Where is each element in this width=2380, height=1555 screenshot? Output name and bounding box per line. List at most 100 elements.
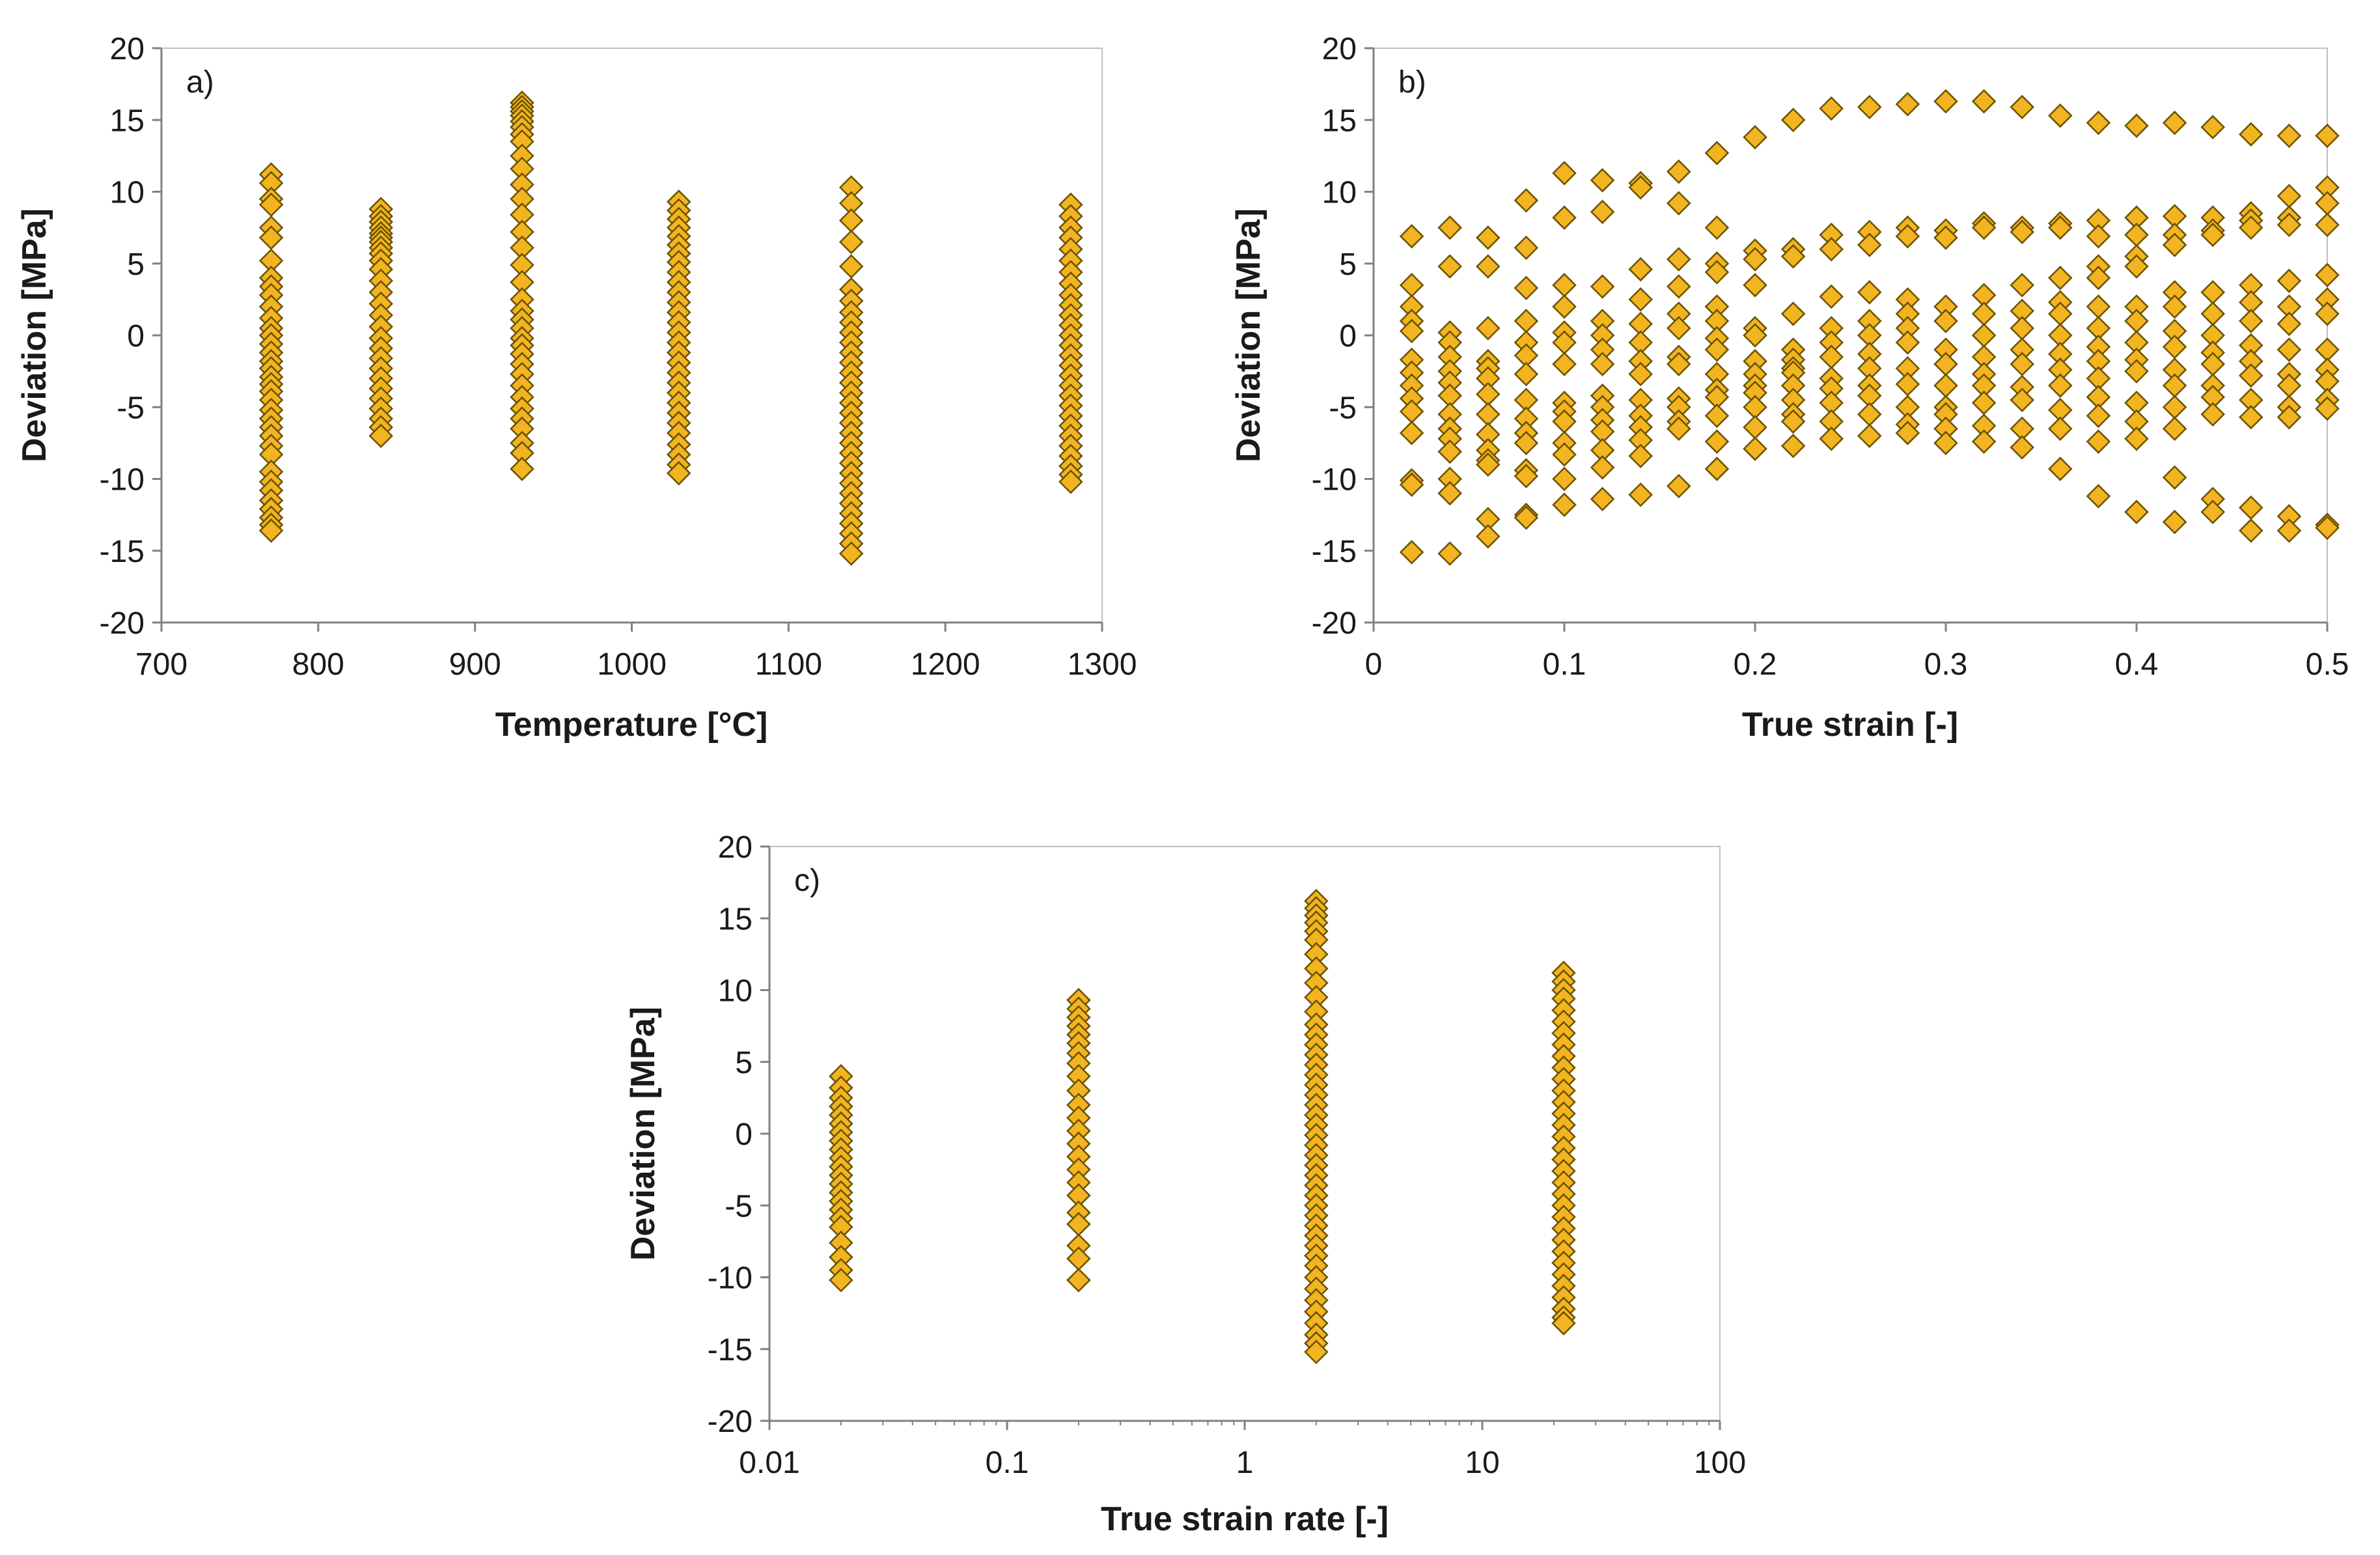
data-point [2276,404,2302,430]
data-point [1399,421,1424,445]
data-point [1552,352,1577,376]
data-point [2315,396,2340,421]
data-point [2124,426,2149,451]
data-point [838,541,864,566]
data-point [2086,224,2111,249]
data-point [1590,199,1615,225]
data-point [1819,236,1844,262]
data-point [2010,219,2034,245]
data-point [1628,482,1653,507]
data-point [2315,301,2340,326]
y-tick-label: -10 [100,463,145,497]
data-point [1895,421,1920,445]
x-axis-title: Temperature [°C] [495,706,768,744]
data-point [1819,96,1844,121]
x-tick-label: 1000 [597,647,667,682]
data-point [1476,254,1501,279]
x-tick-label: 100 [1694,1446,1746,1480]
data-point [1628,257,1653,282]
data-point [2010,387,2034,412]
data-point [2239,363,2263,388]
data-point [1399,224,1424,249]
data-point [2162,465,2187,490]
data-point [1704,403,1730,428]
data-point [1971,215,1997,240]
panel-label: a) [186,65,214,100]
y-axis-title: Deviation [MPa] [16,208,53,462]
data-point [2315,212,2340,237]
data-point [2162,509,2187,535]
data-point [1971,429,1997,454]
data-point [1704,215,1730,240]
data-point [1437,254,1462,279]
data-point [2162,416,2187,441]
data-point [1667,316,1691,341]
data-point [1476,524,1501,549]
y-tick-label: -10 [708,1261,753,1296]
data-point [1552,294,1577,319]
x-tick-label: 1 [1236,1446,1254,1480]
data-point [2086,110,2111,135]
data-point [1667,274,1691,299]
data-point [1743,273,1767,298]
data-point [2276,268,2302,293]
y-tick-label: 10 [110,176,145,210]
data-point [1514,235,1539,260]
data-point [2239,215,2263,240]
data-point [2200,402,2225,427]
data-point [829,1268,853,1293]
data-point [258,518,284,543]
y-tick-label: -15 [1312,535,1357,569]
data-point [510,456,534,481]
y-tick-label: 5 [735,1046,753,1080]
data-point [1704,337,1730,362]
panel-a: -20 -15 -10 -5 0 5 10 15 20 700 800 900 1000 1100 1200… [16,32,1137,744]
data-point [2086,429,2111,454]
y-tick-label: -20 [1312,606,1357,641]
data-point [2048,215,2073,240]
x-axis-title: True strain [-] [1742,706,1958,744]
data-point [1895,224,1920,249]
data-point [1552,442,1577,467]
data-point [2276,212,2302,237]
data-point [1667,247,1691,272]
data-point [2010,94,2034,120]
data-point [2200,499,2225,524]
data-point [2239,122,2263,147]
data-point [2276,123,2302,148]
data-point [2086,266,2111,290]
x-axis-title: True strain rate [-] [1101,1500,1389,1538]
data-point [1437,215,1462,240]
data-point [1590,168,1615,193]
data-point [2124,359,2149,384]
data-point [2239,404,2263,430]
y-tick-label: 20 [1322,32,1357,66]
data-point [2200,222,2225,247]
data-point [1933,225,1958,250]
data-point [1552,492,1577,517]
data-point [1059,469,1083,494]
y-tick-label: -20 [100,606,145,641]
y-tick-label: -5 [117,391,145,425]
y-tick-label: 20 [718,830,753,865]
data-point [1590,352,1615,376]
data-point [2048,266,2073,290]
data-point [1667,352,1691,376]
y-tick-label: 10 [718,974,753,1009]
data-point [1667,416,1691,441]
data-point [2276,337,2302,362]
data-point [2239,309,2263,333]
panel-label: c) [794,863,820,898]
data-point [2010,435,2034,460]
data-point [2048,103,2073,128]
x-tick-label: 0 [1365,647,1383,682]
data-point [1628,443,1653,468]
plot-area [161,48,1103,623]
data-point [1819,426,1844,451]
data-point [1399,318,1424,344]
y-tick-label: -15 [708,1333,753,1367]
panel-b: -20 -15 -10 -5 0 5 10 15 20 0 0.1 0.2 0.3 0.4 0.5 b) Tru… [1230,32,2349,744]
data-point [1066,1268,1091,1293]
data-point [1552,205,1577,230]
